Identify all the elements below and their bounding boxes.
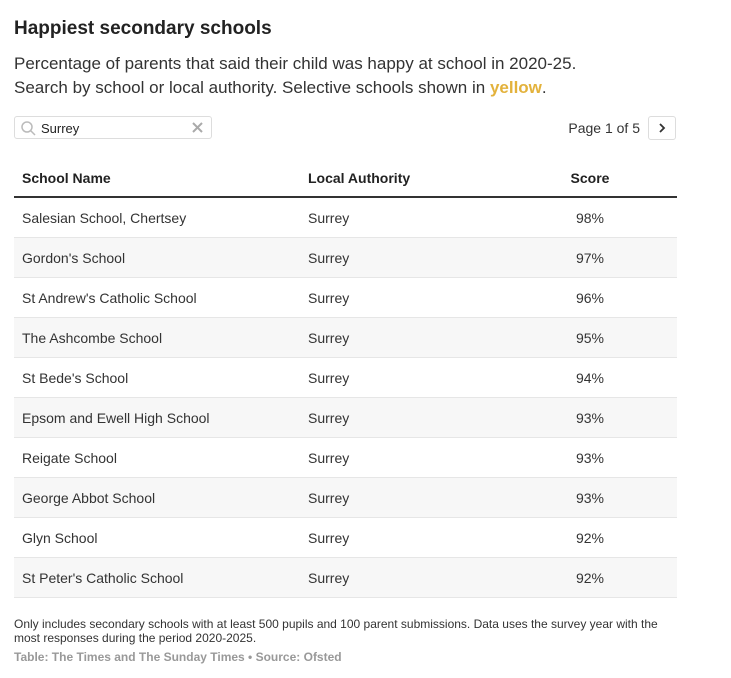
page-info: Page 1 of 5 <box>568 120 640 136</box>
search-box[interactable]: Surrey <box>14 116 212 139</box>
subtitle-text: Search by school or local authority. Sel… <box>14 78 490 97</box>
table-cell: Surrey <box>308 529 350 546</box>
table-row: Epsom and Ewell High School Surrey 93% <box>14 398 677 438</box>
column-header: Local Authority <box>308 170 411 186</box>
table-cell: The Ashcombe School <box>22 329 163 346</box>
subtitle-end: . <box>541 78 547 97</box>
table-cell: 95% <box>575 329 605 346</box>
table-cell: 94% <box>575 369 605 386</box>
table-row: St Bede's School Surrey 94% <box>14 358 677 398</box>
table-cell: Salesian School, Chertsey <box>22 209 187 226</box>
subtitle: Search by school or local authority. Sel… <box>14 78 547 98</box>
table-cell: St Peter's Catholic School <box>22 569 184 586</box>
next-button[interactable] <box>648 116 676 140</box>
table-cell: Surrey <box>308 329 350 346</box>
search-icon <box>21 121 36 136</box>
column-header: Score <box>570 170 610 186</box>
table-cell: Reigate School <box>22 449 117 466</box>
search-value: Surrey <box>41 121 80 136</box>
title: Happiest secondary schools <box>14 18 272 39</box>
table-cell: George Abbot School <box>22 489 156 506</box>
table-row: Glyn School Surrey 92% <box>14 518 677 558</box>
table-row: Salesian School, Chertsey Surrey 98% <box>14 198 677 238</box>
table: School Name Local Authority Score Salesian … <box>14 160 677 598</box>
chevron <box>659 123 666 133</box>
column-header: School Name <box>22 170 111 186</box>
table-cell: Glyn School <box>22 529 98 546</box>
table-cell: Epsom and Ewell High School <box>22 409 210 426</box>
header-row: School Name Local Authority Score <box>14 160 677 198</box>
subtitle: Percentage of parents that said their ch… <box>14 54 577 73</box>
table-cell: 98% <box>575 209 605 226</box>
table-cell: Surrey <box>308 209 350 226</box>
table-cell: 92% <box>575 569 605 586</box>
table-row: Gordon's School Surrey 97% <box>14 238 677 278</box>
table-cell: 97% <box>575 249 605 266</box>
highlight: yellow <box>489 78 542 97</box>
table-cell: 93% <box>575 489 605 506</box>
table-row: The Ashcombe School Surrey 95% <box>14 318 677 358</box>
table-cell: Surrey <box>308 449 350 466</box>
table-cell: Surrey <box>308 569 350 586</box>
table-row: St Peter's Catholic School Surrey 92% <box>14 558 677 598</box>
table-cell: St Andrew's Catholic School <box>22 289 197 306</box>
table-cell: Surrey <box>308 249 350 266</box>
clear-icon[interactable] <box>191 121 205 135</box>
table-cell: Gordon's School <box>22 249 126 266</box>
table-cell: Surrey <box>308 289 350 306</box>
table-cell: Surrey <box>308 489 350 506</box>
source: Table: The Times and The Sunday Times • … <box>14 650 342 664</box>
table-cell: Surrey <box>308 409 350 426</box>
footnote: Only includes secondary schools with at … <box>14 617 658 645</box>
table-cell: Surrey <box>308 369 350 386</box>
table-row: Reigate School Surrey 93% <box>14 438 677 478</box>
table-row: St Andrew's Catholic School Surrey 96% <box>14 278 677 318</box>
table-cell: 92% <box>575 529 605 546</box>
table-row: George Abbot School Surrey 93% <box>14 478 677 518</box>
table-cell: St Bede's School <box>22 369 129 386</box>
table-cell: 93% <box>575 409 605 426</box>
table-cell: 96% <box>575 289 605 306</box>
table-cell: 93% <box>575 449 605 466</box>
